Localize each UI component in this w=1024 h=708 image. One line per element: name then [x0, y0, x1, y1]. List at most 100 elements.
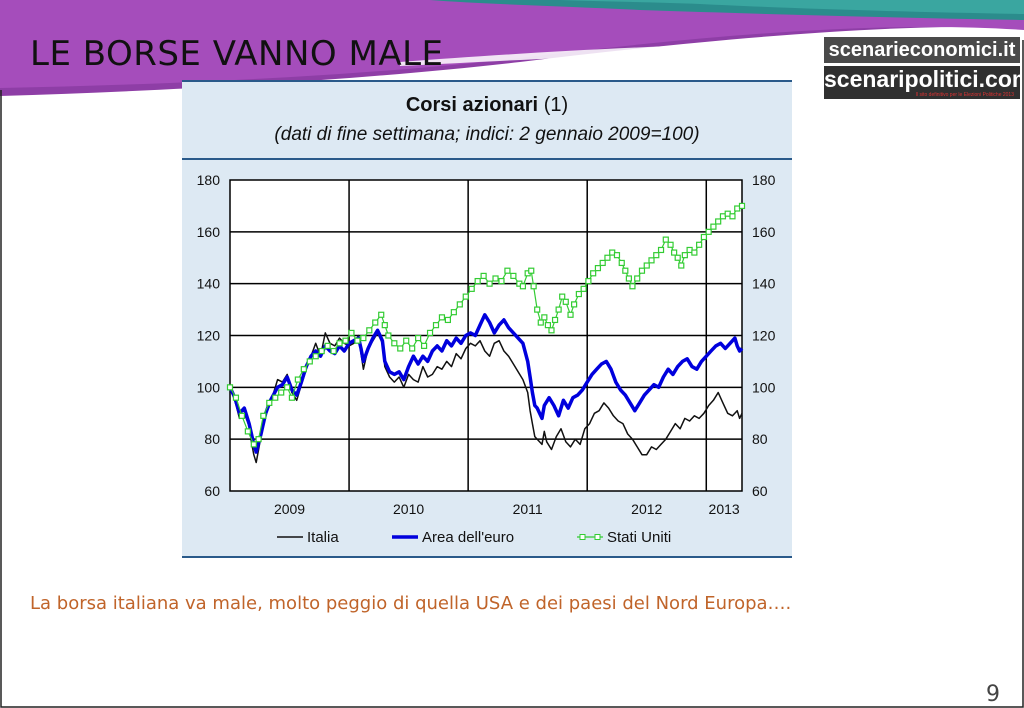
marker-stati-uniti-43	[474, 277, 481, 285]
logo-tagline: Il sito definitivo per le Elezioni Polit…	[915, 92, 1014, 98]
marker-stati-uniti-92	[691, 249, 698, 256]
marker-stati-uniti-34	[420, 342, 428, 349]
marker-stati-uniti-85	[662, 236, 669, 243]
chart-header-bottom-rule	[182, 158, 792, 160]
marker-stati-uniti-93	[696, 241, 703, 248]
marker-stati-uniti-51	[519, 283, 527, 290]
marker-stati-uniti-31	[403, 337, 410, 344]
marker-stati-uniti-37	[438, 314, 446, 321]
marker-stati-uniti-44	[480, 272, 487, 279]
tick-label-left-140: 140	[197, 276, 221, 292]
marker-stati-uniti-79	[634, 275, 641, 282]
tick-label-x-2011: 2011	[513, 501, 543, 517]
chart-bottom-rule	[182, 556, 792, 558]
marker-stati-uniti-15	[312, 353, 319, 360]
marker-stati-uniti-45	[486, 280, 493, 287]
marker-stati-uniti-54	[530, 283, 537, 290]
marker-stati-uniti-21	[348, 329, 355, 337]
logo-line-2: scenaripolitici.com Il sito definitivo p…	[824, 66, 1024, 99]
tick-label-right-180: 180	[752, 172, 776, 188]
marker-stati-uniti-89	[678, 262, 685, 269]
marker-stati-uniti-14	[306, 358, 313, 365]
marker-stati-uniti-29	[391, 340, 398, 347]
marker-stati-uniti-69	[590, 270, 597, 277]
tick-label-left-100: 100	[197, 379, 221, 395]
marker-stati-uniti-36	[432, 322, 440, 329]
slide-title: LE BORSE VANNO MALE	[30, 34, 444, 74]
marker-stati-uniti-38	[444, 316, 451, 324]
legend: Italia Area dell'euro Stati Uniti	[277, 529, 671, 546]
tick-label-right-80: 80	[752, 431, 768, 447]
marker-stati-uniti-10	[284, 384, 291, 391]
marker-stati-uniti-78	[629, 283, 636, 290]
marker-stati-uniti-3	[244, 428, 251, 435]
marker-stati-uniti-32	[409, 345, 416, 352]
marker-stati-uniti-16	[318, 347, 325, 355]
marker-stati-uniti-2	[238, 412, 246, 419]
marker-stati-uniti-12	[294, 376, 301, 383]
marker-stati-uniti-8	[272, 394, 279, 401]
tick-label-right-140: 140	[752, 276, 776, 292]
chart-header-top-rule	[182, 80, 792, 82]
marker-stati-uniti-6	[260, 412, 267, 419]
marker-stati-uniti-95	[705, 228, 712, 235]
page-number: 9	[986, 682, 1000, 707]
marker-stati-uniti-82	[648, 257, 655, 264]
marker-stati-uniti-49	[510, 272, 517, 279]
marker-stati-uniti-0	[226, 384, 234, 391]
marker-stati-uniti-102	[738, 202, 746, 210]
marker-stati-uniti-35	[426, 329, 434, 337]
marker-stati-uniti-53	[528, 267, 535, 274]
tick-label-x-2013: 2013	[709, 501, 740, 517]
tick-label-right-60: 60	[752, 483, 768, 499]
legend-label-area-dell-euro: Area dell'euro	[422, 529, 514, 546]
tick-label-left-160: 160	[197, 224, 221, 240]
marker-stati-uniti-23	[360, 334, 367, 342]
marker-stati-uniti-59	[548, 327, 555, 334]
marker-stati-uniti-13	[300, 366, 307, 373]
marker-stati-uniti-55	[534, 306, 541, 313]
marker-stati-uniti-65	[571, 301, 578, 308]
logo-line-2-text: scenaripolitici.com	[824, 66, 1024, 92]
marker-stati-uniti-66	[575, 290, 582, 298]
legend-marker-stati-uniti-a	[579, 534, 586, 540]
marker-stati-uniti-7	[266, 399, 273, 406]
chart-svg: 60 60 80 80 100 100 120 120 140 140 160 160 180 180 20…	[182, 80, 792, 558]
marker-stati-uniti-76	[622, 267, 629, 274]
marker-stati-uniti-61	[555, 306, 562, 313]
marker-stati-uniti-41	[462, 293, 469, 300]
marker-stati-uniti-48	[504, 267, 511, 274]
tick-label-left-180: 180	[197, 172, 221, 188]
marker-stati-uniti-33	[415, 334, 422, 342]
marker-stati-uniti-19	[336, 340, 343, 347]
marker-stati-uniti-88	[674, 254, 681, 261]
legend-label-italia: Italia	[307, 529, 339, 546]
marker-stati-uniti-30	[397, 345, 404, 352]
marker-stati-uniti-72	[604, 254, 611, 261]
marker-stati-uniti-67	[580, 285, 587, 292]
tick-label-left-80: 80	[204, 431, 220, 447]
site-logo: scenarieconomici.it scenaripolitici.com …	[824, 37, 1024, 99]
marker-stati-uniti-81	[643, 262, 650, 269]
marker-stati-uniti-46	[492, 275, 499, 282]
marker-stati-uniti-64	[567, 311, 574, 318]
marker-stati-uniti-4	[250, 441, 257, 448]
marker-stati-uniti-25	[372, 319, 379, 326]
marker-stati-uniti-100	[729, 213, 736, 220]
tick-label-left-60: 60	[204, 483, 220, 499]
marker-stati-uniti-5	[255, 436, 262, 443]
marker-stati-uniti-47	[498, 277, 505, 285]
marker-stati-uniti-28	[385, 332, 392, 339]
legend-label-stati-uniti: Stati Uniti	[607, 529, 671, 546]
marker-stati-uniti-42	[468, 285, 475, 292]
marker-stati-uniti-26	[378, 311, 385, 318]
marker-stati-uniti-83	[653, 252, 660, 259]
marker-stati-uniti-22	[354, 337, 361, 344]
marker-stati-uniti-97	[715, 218, 722, 225]
marker-stati-uniti-40	[456, 301, 463, 308]
marker-stati-uniti-74	[613, 252, 621, 259]
marker-stati-uniti-1	[232, 394, 240, 401]
tick-label-left-120: 120	[197, 328, 221, 344]
tick-label-right-120: 120	[752, 328, 776, 344]
marker-stati-uniti-80	[638, 267, 646, 274]
